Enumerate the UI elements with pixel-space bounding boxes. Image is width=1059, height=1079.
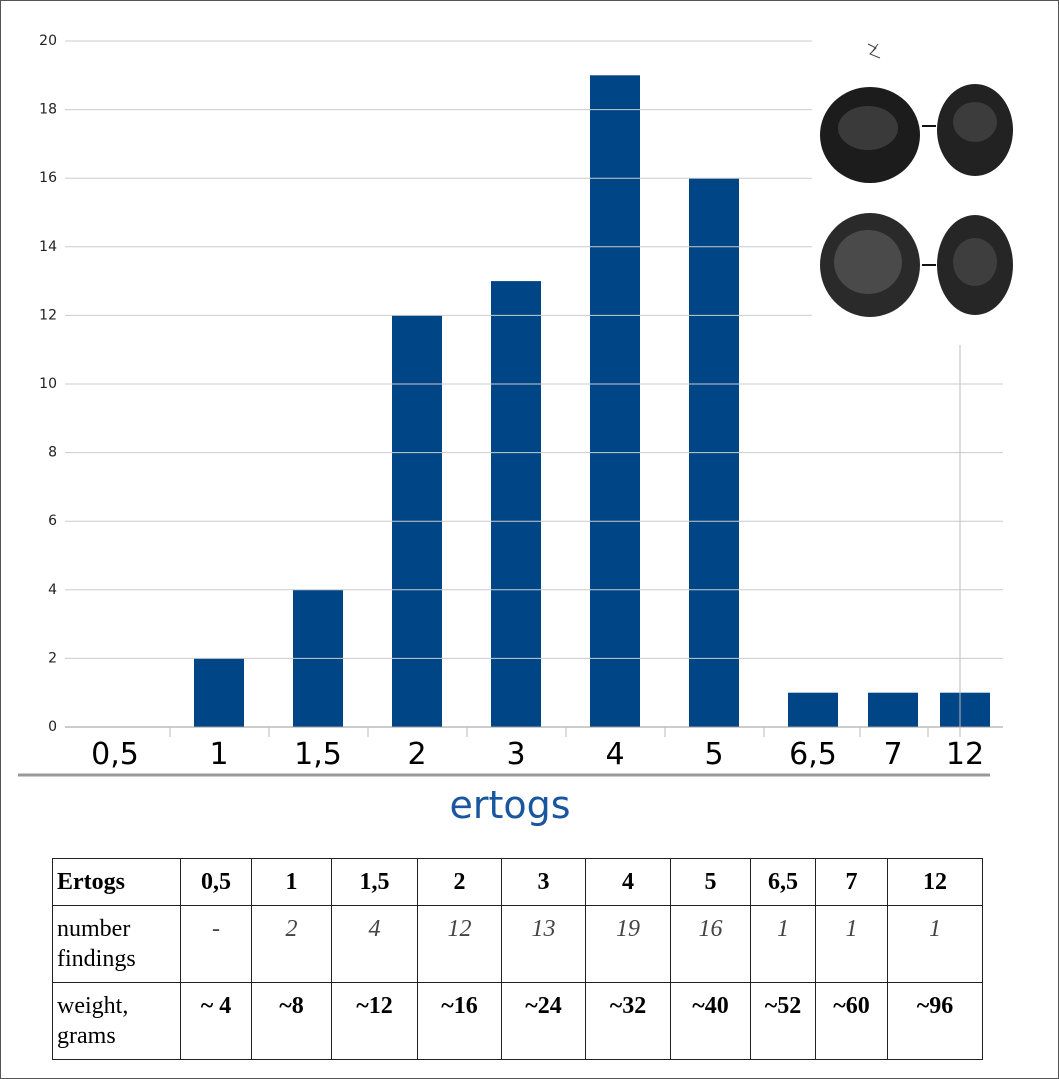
table-cell: ~12 [331,982,418,1060]
table-row: weight, grams ~ 4 ~8 ~12 ~16 ~24 ~32 ~40 ~52 ~60 ~… [52,982,983,1060]
bar [194,658,244,727]
table-cell: 6,5 [750,858,816,906]
bar [590,75,640,728]
x-tick-label: 6,5 [789,737,837,772]
y-tick-label: 14 [39,239,57,255]
y-tick-label: 12 [39,307,57,323]
bar [491,281,541,727]
data-table: Ertogs 0,5 1 1,5 2 3 4 5 6,5 7 12 number findings -2… [52,858,983,1060]
table-cell: 1 [887,905,983,983]
table-row: number findings -2 4 12 13 19 16 1 1 1 [52,905,983,983]
x-tick-label: 4 [605,737,624,772]
table-cell: Ertogs [52,858,181,906]
bar [940,692,990,727]
table-cell: 1,5 [331,858,418,906]
x-tick-label: 5 [704,737,723,772]
x-tick-label: 0,5 [91,737,139,772]
table-cell: - [180,905,252,983]
y-tick-label: 6 [48,513,57,529]
table-cell: 12 [417,905,502,983]
x-tick-label: 7 [883,737,902,772]
x-tick-label: 3 [506,737,525,772]
y-tick-label: 8 [48,445,57,461]
table-cell: 5 [670,858,751,906]
table-cell: 2 [417,858,502,906]
table-cell: weight, grams [52,982,181,1060]
table-cell: ~ 4 [180,982,252,1060]
table-row: Ertogs 0,5 1 1,5 2 3 4 5 6,5 7 12 [52,858,983,906]
table-cell: 0,5 [180,858,252,906]
table-cell: 13 [501,905,586,983]
table-cell: ~60 [815,982,888,1060]
table-cell: 7 [815,858,888,906]
table-cell: 19 [585,905,671,983]
table-cell: 4 [331,905,418,983]
x-axis-label: ertogs [449,783,570,827]
table-cell: 1 [750,905,816,983]
table-cell: ~16 [417,982,502,1060]
x-tick-label: 1 [209,737,228,772]
table-cell: ~52 [750,982,816,1060]
table-cell: number findings [52,905,181,983]
table-cell: ~8 [251,982,332,1060]
y-tick-label: 10 [39,376,57,392]
y-tick-label: 16 [39,170,57,186]
table-cell: ~24 [501,982,586,1060]
y-tick-label: 4 [48,582,57,598]
y-tick-label: 0 [48,719,57,735]
y-tick-label: 18 [39,102,57,118]
table-cell: ~32 [585,982,671,1060]
table-cell: 2 [251,905,332,983]
y-tick-label: 2 [48,650,57,666]
table-cell: 16 [670,905,751,983]
table-cell: ~96 [887,982,983,1060]
table-cell: 1 [251,858,332,906]
y-tick-label: 20 [39,33,57,49]
table-cell: 1 [815,905,888,983]
bar [868,692,918,727]
bar [788,692,838,727]
x-tick-label: 1,5 [294,737,342,772]
table-cell: 4 [585,858,671,906]
x-tick-label: 2 [407,737,426,772]
x-tick-label: 12 [946,737,984,772]
table-cell: 12 [887,858,983,906]
weights-photo [812,30,1013,345]
table-cell: 3 [501,858,586,906]
table-cell: ~40 [670,982,751,1060]
